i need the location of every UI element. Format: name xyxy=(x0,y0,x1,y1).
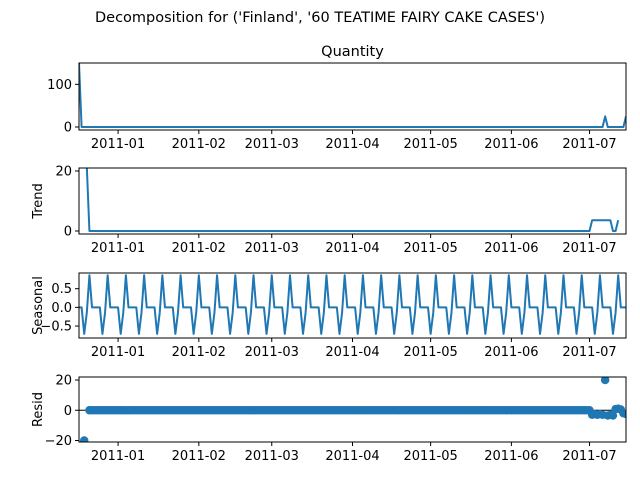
resid-point xyxy=(608,411,618,420)
quantity-xtick-label: 2011-04 xyxy=(325,137,379,152)
resid-xtick-label: 2011-01 xyxy=(91,449,145,464)
seasonal-ytick-label: −0.5 xyxy=(40,320,72,335)
resid-point xyxy=(80,436,89,442)
trend-xtick-label: 2011-05 xyxy=(403,241,457,256)
trend-ytick-label: 0 xyxy=(64,225,72,240)
trend-marks xyxy=(85,168,620,232)
quantity-xtick-label: 2011-03 xyxy=(245,137,299,152)
seasonal-xtick-label: 2011-05 xyxy=(403,345,457,360)
seasonal-panel: 2011-01 2011-02 2011-03 2011-04 2011-05 2011-… xyxy=(31,272,627,360)
resid-marks xyxy=(79,377,626,442)
trend-xtick-label: 2011-01 xyxy=(91,241,145,256)
resid-xtick-label: 2011-02 xyxy=(172,449,226,464)
trend-xtick-label: 2011-07 xyxy=(562,241,616,256)
quantity-marks xyxy=(79,63,626,129)
trend-xtick-label: 2011-03 xyxy=(245,241,299,256)
seasonal-ytick-label: 0.0 xyxy=(51,301,72,316)
seasonal-xtick-label: 2011-07 xyxy=(562,345,616,360)
trend-ytick-label: 20 xyxy=(55,165,72,180)
seasonal-xtick-label: 2011-04 xyxy=(325,345,379,360)
seasonal-series-line xyxy=(79,274,626,335)
quantity-title: Quantity xyxy=(321,44,384,60)
figure-suptitle: Decomposition for ('Finland', '60 TEATIM… xyxy=(95,10,545,26)
seasonal-xtick-label: 2011-01 xyxy=(91,345,145,360)
trend-xtick-label: 2011-04 xyxy=(325,241,379,256)
resid-point xyxy=(621,409,626,419)
quantity-xtick-label: 2011-07 xyxy=(562,137,616,152)
seasonal-xtick-label: 2011-06 xyxy=(484,345,538,360)
resid-xtick-label: 2011-03 xyxy=(245,449,299,464)
quantity-panel: 2011-01 2011-02 2011-03 2011-04 2011-05 2011-… xyxy=(47,44,627,152)
resid-point xyxy=(600,377,610,385)
trend-ylabel: Trend xyxy=(31,183,46,220)
resid-xtick-label: 2011-07 xyxy=(562,449,616,464)
resid-ylabel: Resid xyxy=(31,392,46,427)
resid-xtick-label: 2011-05 xyxy=(403,449,457,464)
trend-xtick-label: 2011-06 xyxy=(484,241,538,256)
seasonal-xtick-label: 2011-03 xyxy=(245,345,299,360)
quantity-xtick-label: 2011-02 xyxy=(172,137,226,152)
seasonal-ytick-label: 0.5 xyxy=(51,282,72,297)
seasonal-ylabel: Seasonal xyxy=(31,276,46,335)
trend-series-line xyxy=(85,168,620,232)
quantity-ytick-label: 0 xyxy=(64,121,72,136)
quantity-series-line xyxy=(79,63,626,129)
quantity-xtick-label: 2011-05 xyxy=(403,137,457,152)
quantity-axes-frame xyxy=(78,62,627,131)
resid-ytick-label: −20 xyxy=(45,434,72,449)
resid-panel: 2011-01 2011-02 2011-03 2011-04 2011-05 2011-… xyxy=(31,374,627,464)
trend-xtick-label: 2011-02 xyxy=(172,241,226,256)
quantity-xtick-label: 2011-01 xyxy=(91,137,145,152)
trend-panel: 2011-01 2011-02 2011-03 2011-04 2011-05 2011-… xyxy=(31,165,627,256)
resid-ytick-label: 20 xyxy=(55,374,72,389)
quantity-xtick-label: 2011-06 xyxy=(484,137,538,152)
resid-ytick-label: 0 xyxy=(64,404,72,419)
resid-xtick-label: 2011-04 xyxy=(325,449,379,464)
quantity-ytick-label: 100 xyxy=(47,78,72,93)
resid-xtick-label: 2011-06 xyxy=(484,449,538,464)
trend-axes-frame xyxy=(78,167,627,235)
seasonal-xtick-label: 2011-02 xyxy=(172,345,226,360)
seasonal-marks xyxy=(79,274,626,335)
